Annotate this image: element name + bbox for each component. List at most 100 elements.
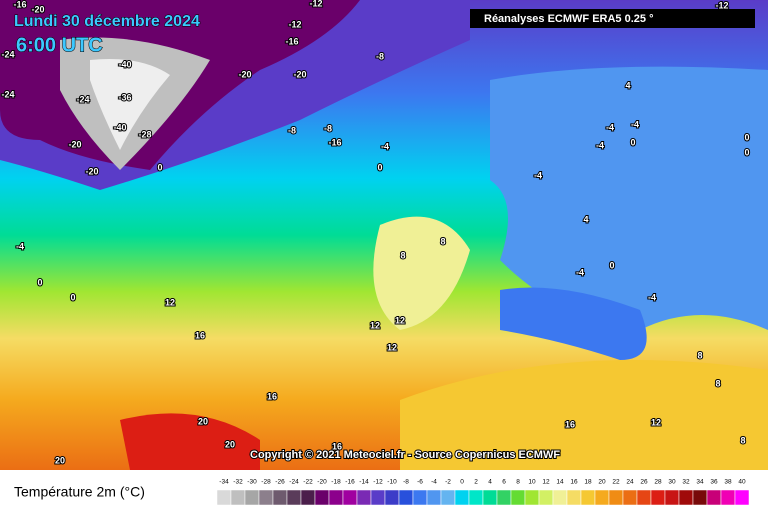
colorbar-tick-label: 38 [724,479,732,486]
colorbar-cell [594,489,610,506]
contour-label: -4 [576,267,584,277]
colorbar-tick-label: -34 [219,479,229,486]
contour-label: -24 [76,94,89,104]
colorbar-tick-label: 0 [460,479,464,486]
colorbar-tick-label: 8 [516,479,520,486]
contour-label: 20 [198,416,208,426]
colorbar-tick-label: 40 [738,479,746,486]
colorbar-cell [706,489,722,506]
colorbar-cell [720,489,736,506]
colorbar-tick-label: -32 [233,479,243,486]
colorbar-tick-label: 16 [570,479,578,486]
contour-label: -20 [68,139,81,149]
colorbar-cell [216,489,232,506]
colorbar-cell [636,489,652,506]
colorbar-cell [580,489,596,506]
mediterranean [400,360,768,470]
contour-label: -24 [1,89,14,99]
colorbar-cell [552,489,568,506]
contour-label: -20 [85,166,98,176]
colorbar-tick-label: -14 [359,479,369,486]
colorbar-cell [230,489,246,506]
contour-label: -4 [381,141,389,151]
contour-label: 8 [400,250,405,260]
contour-label: -8 [288,125,296,135]
colorbar-tick-label: -18 [331,479,341,486]
colorbar-tick-label: -12 [373,479,383,486]
contour-label: -4 [596,140,604,150]
contour-label: 0 [37,277,42,287]
contour-label: 12 [651,417,661,427]
contour-label: -16 [328,137,341,147]
legend-title: Température 2m (°C) [14,484,145,500]
contour-label: -8 [324,123,332,133]
colorbar-cell [412,489,428,506]
contour-label: 0 [70,292,75,302]
colorbar-cell [328,489,344,506]
colorbar-tick-label: 32 [682,479,690,486]
contour-label: 4 [625,80,630,90]
colorbar-cell [398,489,414,506]
colorbar: -34 -32 -30 -28 -26 -24 -22 -20 -18 -16 -14 -12 -10-… [216,479,750,506]
contour-label: 4 [583,214,588,224]
contour-label: -4 [606,122,614,132]
greenland-peak [90,59,170,150]
contour-label: -16 [285,36,298,46]
colorbar-cell [356,489,372,506]
colorbar-cell [650,489,666,506]
contour-labels: -16 -20-24-24-20-24 -36-40-40-28-20 -20-16-… [0,0,750,466]
contour-label: 0 [744,132,749,142]
contour-label: 12 [387,342,397,352]
colorbar-cell [566,489,582,506]
colorbar-tick-label: 18 [584,479,592,486]
colorbar-cell [258,489,274,506]
contour-label: -40 [113,122,126,132]
colorbar-cell [482,489,498,506]
colorbar-cell [440,489,456,506]
colorbar-tick-label: 30 [668,479,676,486]
europe-cold [490,66,768,331]
colorbar-cell [244,489,260,506]
colorbar-cell [678,489,694,506]
contour-label: -12 [715,0,728,10]
contour-label: 8 [715,378,720,388]
contour-label: -20 [31,4,44,14]
colorbar-cell [664,489,680,506]
contour-label: 8 [440,236,445,246]
colorbar-cell [468,489,484,506]
time: 6:00 UTC [16,34,103,56]
contour-label: 8 [697,350,702,360]
colorbar-cell [538,489,554,506]
contour-label: -4 [534,170,542,180]
colorbar-tick-label: -6 [417,479,423,486]
colorbar-cell [286,489,302,506]
colorbar-cell [384,489,400,506]
colorbar-tick-label: 34 [696,479,704,486]
contour-label: 8 [740,435,745,445]
colorbar-tick-label: 36 [710,479,718,486]
colorbar-tick-label: -26 [275,479,285,486]
colorbar-tick-label: -2 [445,479,451,486]
colorbar-tick-label: 12 [542,479,550,486]
contour-label: -4 [16,241,24,251]
colorbar-cell [426,489,442,506]
warm-zone [373,216,470,330]
contour-label: -8 [376,51,384,61]
contour-label: 0 [630,137,635,147]
colorbar-cell [454,489,470,506]
contour-label: 0 [744,147,749,157]
contour-label: 16 [565,419,575,429]
hot-zone [120,413,260,470]
colorbar-cell [300,489,316,506]
source-box [470,9,755,28]
contour-label: 0 [157,162,162,172]
alps-cold [500,287,647,360]
contour-label: 16 [267,391,277,401]
contour-label: 12 [395,315,405,325]
colorbar-tick-label: -22 [303,479,313,486]
copyright: Copyright © 2021 Meteociel.fr - Source C… [250,449,560,461]
colorbar-tick-label: 10 [528,479,536,486]
contour-label: -16 [13,0,26,9]
colorbar-tick-label: -8 [403,479,409,486]
